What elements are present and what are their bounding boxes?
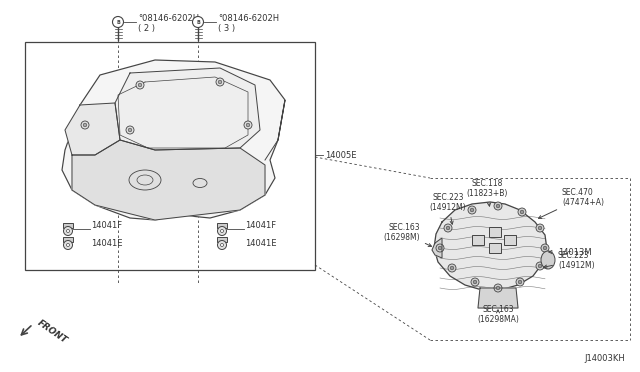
Circle shape — [536, 224, 544, 232]
Ellipse shape — [541, 251, 555, 269]
Circle shape — [81, 121, 89, 129]
Text: J14003KH: J14003KH — [584, 354, 625, 363]
Bar — [25, 42, 315, 270]
Bar — [489, 243, 501, 253]
Circle shape — [520, 210, 524, 214]
Circle shape — [83, 123, 87, 127]
Polygon shape — [115, 68, 260, 150]
Text: 14041F: 14041F — [245, 221, 276, 230]
Text: SEC.163
(16298M): SEC.163 (16298M) — [383, 222, 431, 246]
Circle shape — [221, 230, 223, 232]
Circle shape — [471, 278, 479, 286]
Circle shape — [67, 244, 70, 247]
Circle shape — [518, 280, 522, 284]
Bar — [489, 227, 501, 237]
Bar — [63, 237, 73, 242]
Circle shape — [516, 278, 524, 286]
Text: SEC.470
(47474+A): SEC.470 (47474+A) — [538, 187, 604, 218]
Circle shape — [473, 280, 477, 284]
Text: B: B — [196, 19, 200, 25]
Bar — [217, 223, 227, 228]
Circle shape — [126, 126, 134, 134]
Circle shape — [543, 246, 547, 250]
Circle shape — [496, 286, 500, 290]
Text: °08146-6202H: °08146-6202H — [138, 13, 199, 22]
Text: SEC.223
(14912M): SEC.223 (14912M) — [429, 193, 467, 224]
Bar — [472, 235, 484, 245]
Polygon shape — [432, 238, 442, 258]
Circle shape — [444, 224, 452, 232]
Polygon shape — [478, 288, 518, 308]
Text: SEC.163
(16298MA): SEC.163 (16298MA) — [477, 305, 519, 324]
Circle shape — [63, 227, 72, 235]
Circle shape — [216, 78, 224, 86]
Circle shape — [221, 244, 223, 247]
Circle shape — [244, 121, 252, 129]
Polygon shape — [62, 60, 285, 220]
Circle shape — [246, 123, 250, 127]
Circle shape — [136, 81, 144, 89]
Text: B: B — [116, 19, 120, 25]
Circle shape — [63, 241, 72, 250]
Bar — [63, 223, 73, 228]
Circle shape — [218, 227, 227, 235]
Bar — [217, 237, 227, 242]
Text: 14041E: 14041E — [91, 238, 122, 247]
Circle shape — [436, 244, 444, 252]
Circle shape — [541, 244, 549, 252]
Text: 14041F: 14041F — [91, 221, 122, 230]
Circle shape — [536, 262, 544, 270]
Polygon shape — [65, 103, 120, 155]
Circle shape — [494, 284, 502, 292]
Circle shape — [468, 206, 476, 214]
Text: 14013M: 14013M — [548, 247, 591, 257]
Text: SEC.118
(11823+B): SEC.118 (11823+B) — [467, 179, 508, 206]
Polygon shape — [72, 140, 265, 220]
Circle shape — [218, 241, 227, 250]
Circle shape — [193, 16, 204, 28]
Circle shape — [448, 264, 456, 272]
Circle shape — [538, 226, 542, 230]
Text: °08146-6202H: °08146-6202H — [218, 13, 279, 22]
Polygon shape — [434, 202, 547, 290]
Text: 14041E: 14041E — [245, 238, 276, 247]
Circle shape — [518, 208, 526, 216]
Circle shape — [113, 16, 124, 28]
Text: ( 3 ): ( 3 ) — [218, 23, 235, 32]
Circle shape — [450, 266, 454, 270]
Circle shape — [128, 128, 132, 132]
Circle shape — [446, 226, 450, 230]
Circle shape — [470, 208, 474, 212]
Text: SEC.223
(14912M): SEC.223 (14912M) — [544, 251, 595, 270]
Circle shape — [438, 246, 442, 250]
Circle shape — [538, 264, 542, 268]
Circle shape — [138, 83, 142, 87]
Circle shape — [218, 80, 222, 84]
Circle shape — [494, 202, 502, 210]
Bar — [504, 235, 516, 245]
Text: FRONT: FRONT — [36, 318, 69, 346]
Text: ( 2 ): ( 2 ) — [138, 23, 155, 32]
Circle shape — [496, 204, 500, 208]
Circle shape — [67, 230, 70, 232]
Text: 14005E: 14005E — [325, 151, 356, 160]
